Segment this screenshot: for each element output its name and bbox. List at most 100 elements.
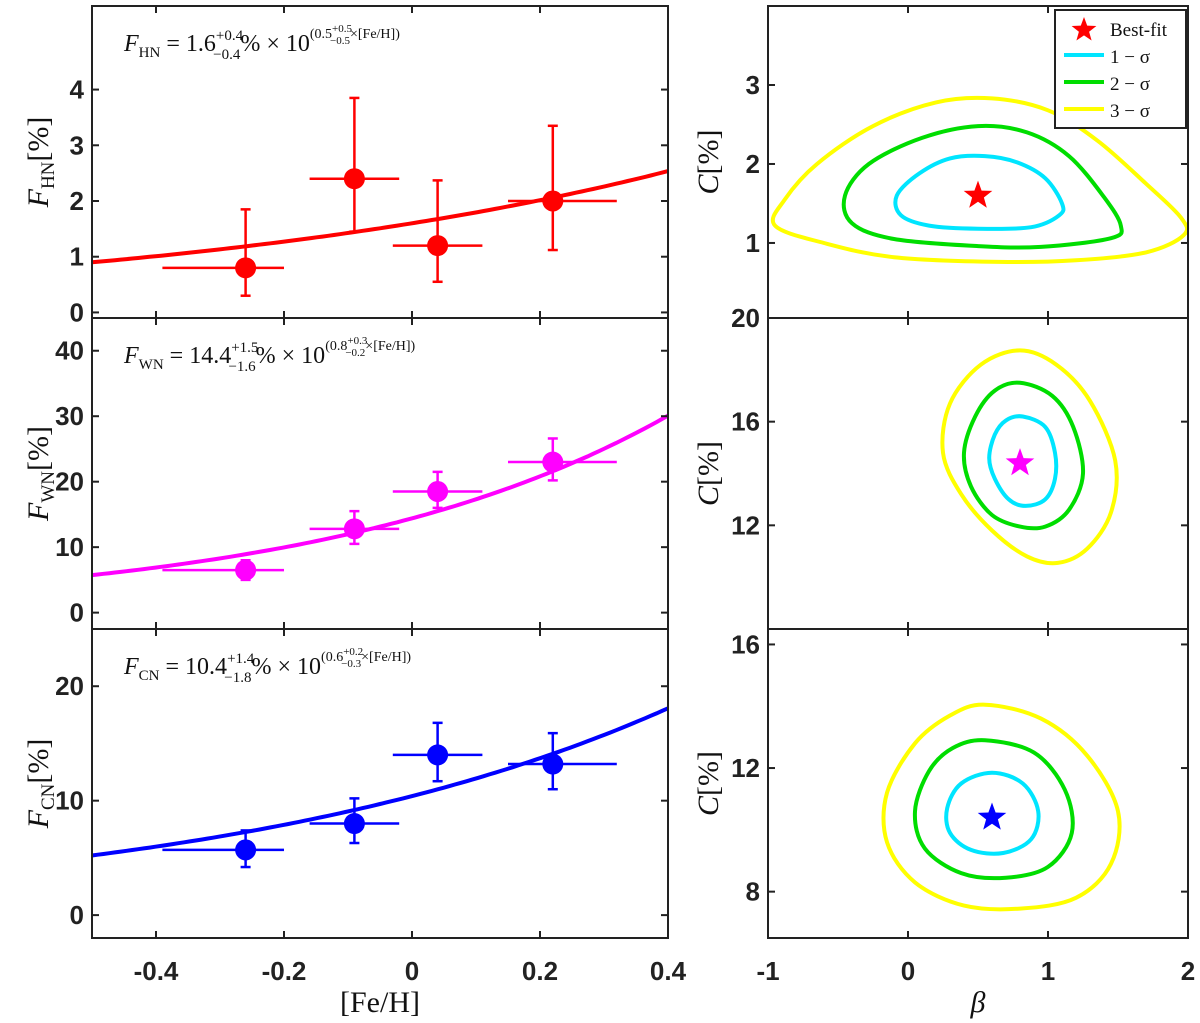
y-tick-label: 40 (55, 336, 84, 366)
y-tick-label: 3 (70, 130, 84, 160)
axes-frame (767, 628, 1189, 939)
best-fit-star (1005, 448, 1035, 476)
label-unit: [%] (692, 130, 725, 175)
ann-tail: ×[Fe/H]) (361, 650, 411, 665)
axes-frame (91, 628, 669, 939)
contour-3-sigma (770, 95, 1190, 265)
y-tick-label: 16 (731, 629, 760, 659)
contour-3-sigma (940, 348, 1119, 566)
y-tick-label: 0 (70, 598, 84, 628)
label-sub: CN (38, 783, 59, 810)
label-unit: [%] (22, 426, 55, 471)
x-tick-label: -0.2 (262, 956, 307, 986)
ann-mid: % × 10 (256, 343, 326, 369)
ann-sup: (0.8 (325, 339, 347, 354)
y-tick-label: 30 (55, 401, 84, 431)
y-axis-label: C[%] (692, 751, 725, 816)
y-tick-label: 20 (55, 467, 84, 497)
ann-mid: % × 10 (252, 654, 322, 680)
label-sub: HN (38, 161, 59, 189)
ann-sup: (0.6 (321, 650, 343, 665)
ann-sup: +1.4 (227, 651, 255, 667)
ann-sub: WN (139, 357, 164, 373)
fit-annotation: FHN = 1.6+0.4 −0.4% × 10(0.5+0.5 −0.5×[Fe/… (123, 23, 400, 63)
data-point (309, 96, 400, 233)
legend-label: Best-fit (1110, 20, 1168, 41)
data-point (162, 208, 284, 297)
ann-eq: = 1.6 (160, 31, 216, 57)
data-marker (235, 839, 257, 861)
y-tick-label: 4 (70, 75, 85, 105)
ann-supsub: −0.5 (330, 35, 350, 47)
ann-supsup: +0.5 (332, 23, 352, 35)
y-tick-label: 8 (746, 877, 760, 907)
ann-tail: ×[Fe/H]) (350, 27, 400, 42)
contour-3-sigma (881, 702, 1122, 912)
label-main: C (692, 795, 725, 816)
label-unit: [%] (692, 441, 725, 486)
data-point (309, 509, 400, 546)
data-marker (343, 518, 365, 540)
legend-label: 3 − σ (1110, 101, 1150, 122)
ann-supsub: −0.2 (345, 347, 365, 359)
data-marker (235, 559, 257, 581)
label-main: C (692, 485, 725, 506)
x-tick-label: 1 (1041, 956, 1055, 986)
data-marker (235, 257, 257, 279)
y-tick-label: 1 (70, 242, 84, 272)
label-sub: WN (38, 471, 59, 503)
legend-label: 2 − σ (1110, 74, 1150, 95)
data-marker (542, 190, 564, 212)
y-tick-label: 16 (731, 407, 760, 437)
ann-eq: = 14.4 (164, 343, 232, 369)
contour-1-sigma (987, 414, 1059, 508)
ann-sub: CN (139, 668, 160, 684)
ann-supsup: +0.3 (347, 335, 367, 347)
y-axis-label: C[%] (692, 441, 725, 506)
ann-eq: = 10.4 (160, 654, 228, 680)
contour-1-sigma (944, 770, 1041, 856)
y-tick-label: 12 (731, 510, 760, 540)
ann-mid: % × 10 (240, 31, 310, 57)
y-axis-label: FCN[%] (22, 739, 59, 830)
y-tick-label: 20 (731, 303, 760, 333)
data-marker (343, 168, 365, 190)
label-unit: [%] (22, 739, 55, 784)
legend-label: 1 − σ (1110, 47, 1150, 68)
contour-2-sigma (912, 738, 1075, 881)
best-fit-star (977, 802, 1007, 830)
ann-sub: HN (139, 45, 161, 61)
ann-sup: +1.5 (231, 340, 258, 356)
contour-2-sigma (961, 380, 1086, 531)
label-unit: [%] (22, 117, 55, 162)
x-tick-label: -1 (756, 956, 779, 986)
data-point (392, 721, 483, 783)
data-point (508, 437, 617, 482)
y-tick-label: 2 (746, 149, 760, 179)
data-marker (427, 744, 449, 766)
data-marker (542, 451, 564, 473)
data-marker (542, 753, 564, 775)
y-tick-label: 3 (746, 70, 760, 100)
legend-star-icon (1071, 17, 1097, 41)
fit-annotation: FCN = 10.4+1.4 −1.8% × 10(0.6+0.2 −0.3×[Fe… (123, 646, 411, 686)
x-axis-label: β (970, 986, 986, 1019)
contour-1-sigma (893, 153, 1066, 231)
data-point (162, 559, 284, 582)
ann-sub: −1.8 (224, 670, 251, 686)
data-point (508, 731, 617, 791)
data-marker (343, 813, 365, 835)
y-tick-label: 10 (55, 532, 84, 562)
label-main: C (692, 174, 725, 195)
x-tick-label: 0 (405, 956, 419, 986)
x-tick-label: -0.4 (134, 956, 179, 986)
best-fit-star (963, 180, 993, 208)
label-unit: [%] (692, 751, 725, 796)
y-tick-label: 0 (70, 900, 84, 930)
ann-supsub: −0.3 (341, 658, 361, 670)
ann-main: F (123, 654, 139, 680)
data-marker (427, 481, 449, 503)
label-main: F (22, 502, 55, 522)
